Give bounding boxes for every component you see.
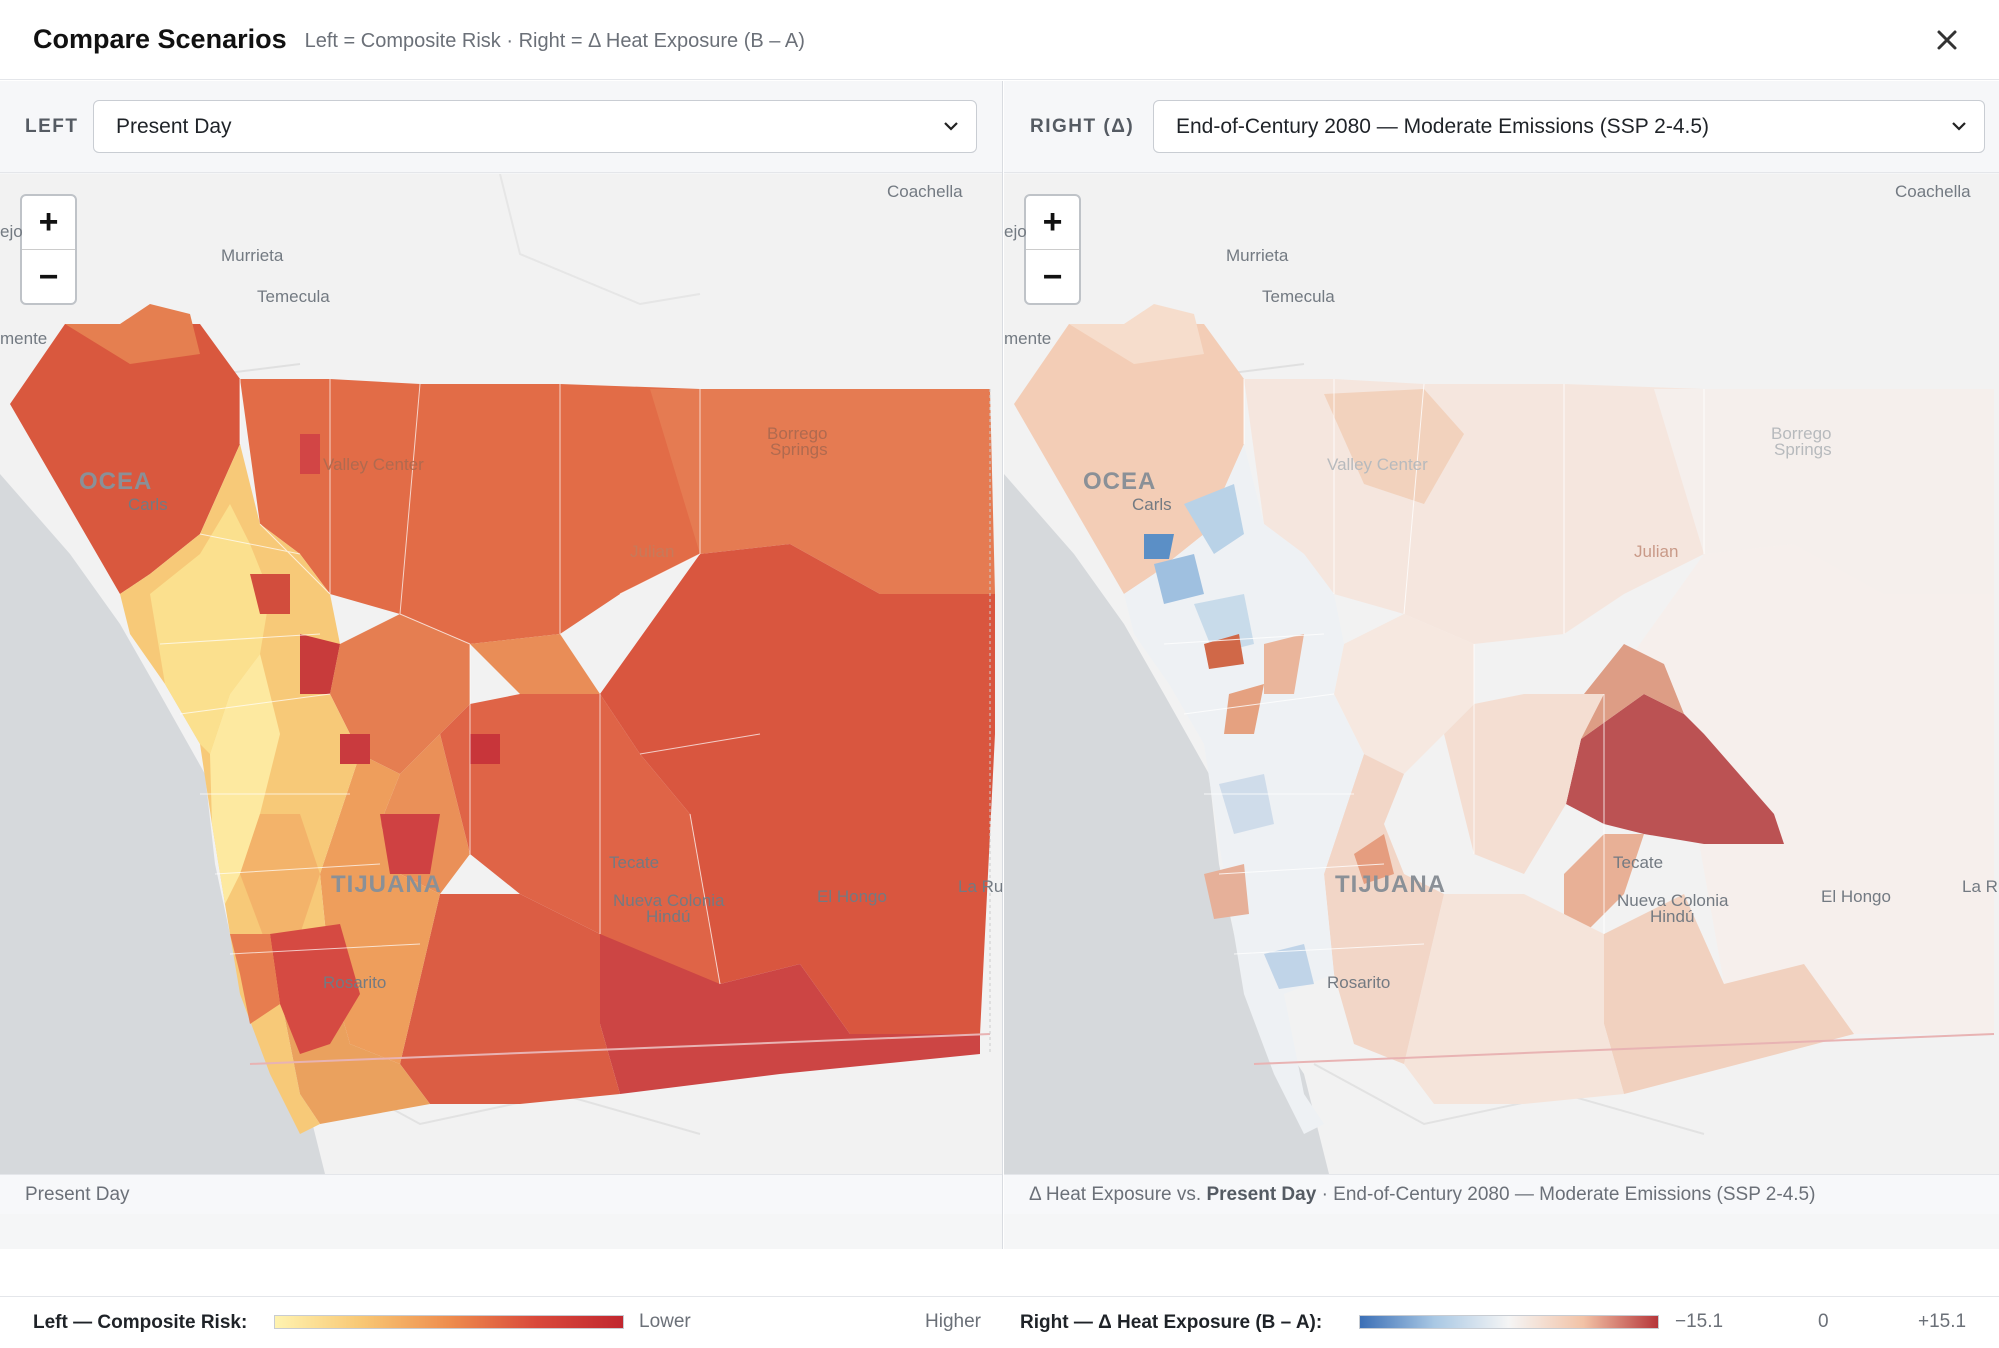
right-legend-min-label: −15.1 — [1675, 1311, 1724, 1332]
map-label-rosarito: Rosarito — [323, 973, 387, 992]
map-label-temecula: Temecula — [257, 287, 330, 306]
dialog-title: Compare Scenarios — [33, 24, 287, 54]
close-icon — [1937, 30, 1957, 50]
right-scenario-select[interactable]: End-of-Century 2080 — Moderate Emissions… — [1153, 100, 1985, 153]
map-label-murrieta: Murrieta — [1226, 246, 1289, 265]
map-label-springs: Springs — [1774, 440, 1832, 459]
map-label-valley-center: Valley Center — [1327, 455, 1428, 474]
right-caption-suffix: · End-of-Century 2080 — Moderate Emissio… — [1316, 1183, 1816, 1205]
left-selector-label: LEFT — [25, 115, 79, 137]
right-legend: Right — Δ Heat Exposure (B – A): — [1020, 1297, 1322, 1348]
right-map[interactable]: + − Coachella Murrieta Temecula ejo ment… — [1004, 174, 1999, 1174]
map-label-menifee: mente — [0, 329, 48, 348]
left-selected-value: Present Day — [116, 114, 232, 138]
left-scenario-select[interactable]: Present Day — [93, 100, 977, 153]
map-label-hindu: Hindú — [1650, 907, 1695, 926]
map-label-valley-center: Valley Center — [323, 455, 424, 474]
map-label-el-hongo: El Hongo — [1821, 887, 1891, 906]
map-label-coachella: Coachella — [1895, 182, 1971, 201]
map-label-temecula: Temecula — [1262, 287, 1335, 306]
map-label-borrego: Borrego — [767, 424, 828, 443]
map-label-carlsbad: Carls — [128, 495, 168, 514]
map-label-lake-elsinore: ejo — [0, 222, 23, 241]
map-label-springs: Springs — [770, 440, 828, 459]
right-pane: RIGHT (Δ) End-of-Century 2080 — Moderate… — [1004, 81, 1999, 1249]
map-label-menifee: mente — [1004, 329, 1052, 348]
map-label-coachella: Coachella — [887, 182, 963, 201]
left-pane: LEFT Present Day — [0, 81, 1003, 1249]
map-label-hindu: Hindú — [646, 907, 691, 926]
left-zoom-control: + − — [20, 194, 77, 305]
chevron-down-icon — [944, 122, 958, 131]
left-legend-title: Left — Composite Risk: — [33, 1311, 248, 1333]
left-zoom-out-button[interactable]: − — [38, 257, 59, 296]
map-label-oceanside: OCEA — [79, 468, 153, 495]
map-label-murrieta: Murrieta — [221, 246, 284, 265]
dialog-header: Compare Scenarios Left = Composite Risk … — [0, 0, 1999, 80]
right-legend-mid-label: 0 — [1818, 1311, 1829, 1332]
dialog-subtitle: Left = Composite Risk · Right = Δ Heat E… — [304, 29, 805, 52]
right-zoom-in-button[interactable]: + — [1026, 196, 1079, 250]
right-caption-baseline: Present Day — [1206, 1183, 1317, 1205]
map-label-julian: Julian — [1634, 542, 1679, 561]
left-legend-gradient — [274, 1315, 624, 1329]
map-label-tecate: Tecate — [1613, 853, 1664, 872]
right-map-canvas — [1004, 174, 1999, 1174]
map-label-julian: Julian — [630, 542, 675, 561]
map-label-borrego: Borrego — [1771, 424, 1832, 443]
right-caption-prefix: Δ Heat Exposure vs. — [1029, 1183, 1207, 1205]
chevron-down-icon — [1952, 122, 1966, 131]
map-label-la-rumorosa: La Ru — [1962, 877, 1999, 896]
map-label-lake-elsinore: ejo — [1004, 222, 1027, 241]
map-label-oceanside: OCEA — [1083, 468, 1157, 495]
left-caption: Present Day — [0, 1174, 1002, 1214]
left-map[interactable]: + − Coachella Murrieta Temecula ejo ment… — [0, 174, 1002, 1174]
map-label-la-rumorosa: La Ru — [958, 877, 1002, 896]
map-label-tecate: Tecate — [609, 853, 660, 872]
map-label-nueva-colonia: Nueva Colonia — [613, 891, 725, 910]
map-label-tijuana: TIJUANA — [1335, 871, 1447, 898]
legend-bar: Left — Composite Risk: Lower Higher Righ… — [0, 1296, 1999, 1347]
map-label-tijuana: TIJUANA — [331, 871, 443, 898]
left-selector-bar: LEFT Present Day — [0, 81, 1002, 173]
right-selected-value: End-of-Century 2080 — Moderate Emissions… — [1176, 114, 1710, 138]
left-caption-text: Present Day — [25, 1183, 130, 1205]
right-zoom-control: + − — [1024, 194, 1081, 305]
map-label-rosarito: Rosarito — [1327, 973, 1391, 992]
left-legend: Left — Composite Risk: — [33, 1297, 247, 1348]
right-selector-bar: RIGHT (Δ) End-of-Century 2080 — Moderate… — [1004, 81, 1999, 173]
map-label-el-hongo: El Hongo — [817, 887, 887, 906]
right-selector-label: RIGHT (Δ) — [1030, 115, 1135, 137]
close-button[interactable] — [1929, 22, 1965, 58]
right-legend-title: Right — Δ Heat Exposure (B – A): — [1020, 1311, 1323, 1333]
right-legend-max-label: +15.1 — [1918, 1311, 1967, 1332]
map-label-carlsbad: Carls — [1132, 495, 1172, 514]
left-map-canvas — [0, 174, 1002, 1174]
left-legend-low-label: Lower — [639, 1311, 691, 1332]
left-zoom-in-button[interactable]: + — [22, 196, 75, 250]
left-legend-high-label: Higher — [925, 1311, 981, 1332]
map-label-nueva-colonia: Nueva Colonia — [1617, 891, 1729, 910]
right-caption: Δ Heat Exposure vs. Present Day · End-of… — [1004, 1174, 1999, 1214]
right-legend-gradient — [1359, 1315, 1659, 1329]
ocean — [0, 174, 325, 1174]
right-zoom-out-button[interactable]: − — [1042, 257, 1063, 296]
